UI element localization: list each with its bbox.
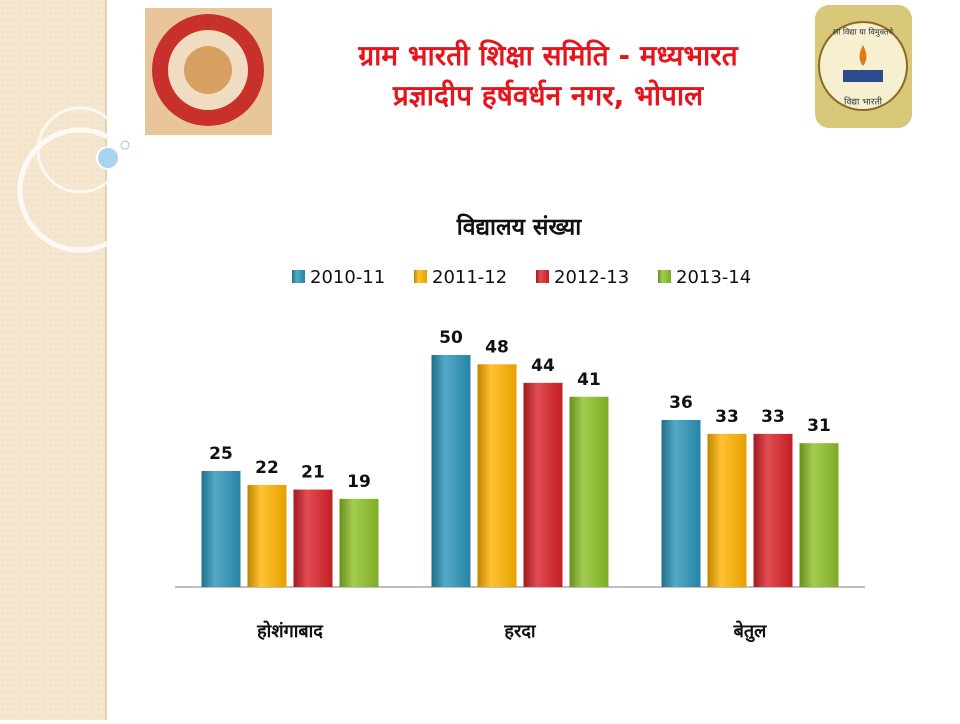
legend-label: 2013-14 [676,267,751,288]
data-label: 33 [761,407,785,427]
bar [753,433,793,587]
logo-book [843,70,883,82]
legend-label: 2010-11 [310,267,385,288]
header-title: प्रज्ञादीप हर्षवर्धन नगर, भोपाल [392,79,704,112]
logo-flame [859,45,867,66]
deco-ring [36,106,124,194]
logo-text: सा विद्या या विमुक्तये [833,27,894,38]
legend-label: 2011-12 [432,267,507,288]
bar [707,433,747,587]
data-label: 22 [255,458,279,478]
x-tick-label: हरदा [503,621,536,642]
bar [569,396,609,587]
legend-swatch [658,270,671,283]
bar [339,498,379,587]
legend-swatch [292,270,305,283]
logo-right: सा विद्या या विमुक्तये विद्या भारती [815,5,912,128]
bar [293,489,333,587]
legend-label: 2012-13 [554,267,629,288]
deco-bubble [120,140,130,150]
x-tick-label: होशंगाबाद [256,620,324,642]
deco-ring [17,127,143,253]
data-label: 44 [531,356,555,376]
bar [661,419,701,587]
bar [431,355,471,587]
data-label: 50 [439,328,463,348]
deco-bubble [96,146,120,170]
bar [799,443,839,587]
bar [477,364,517,587]
data-label: 31 [807,416,831,436]
x-tick-label: बेतुल [733,620,768,643]
logo-text: विद्या भारती [844,96,883,108]
bar [247,484,287,587]
data-label: 19 [347,472,371,492]
logo-left [145,8,272,135]
data-label: 41 [577,370,601,390]
header-title: ग्राम भारती शिक्षा समिति - मध्यभारत [357,39,738,72]
logo-figure [184,46,232,94]
chart-title: विद्यालय संख्या [456,213,582,241]
bar [523,382,563,587]
legend-swatch [536,270,549,283]
data-label: 33 [715,407,739,427]
bar [201,471,241,587]
data-label: 48 [485,337,509,357]
data-label: 25 [209,444,233,464]
data-label: 21 [301,463,325,483]
data-label: 36 [669,393,693,413]
legend-swatch [414,270,427,283]
